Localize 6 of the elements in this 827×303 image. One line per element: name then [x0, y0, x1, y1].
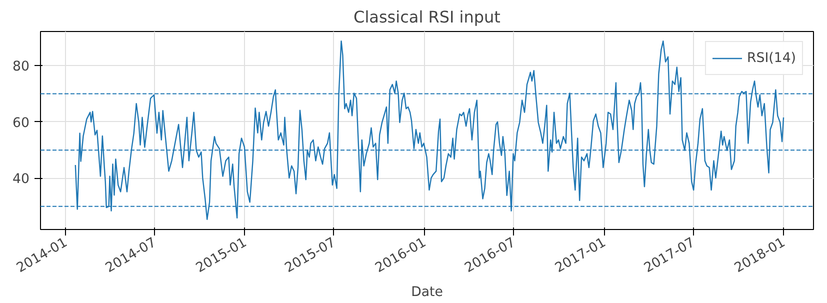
- chart-title: Classical RSI input: [354, 8, 500, 26]
- y-tick-label: 40: [12, 172, 30, 188]
- legend-label: RSI(14): [746, 50, 796, 66]
- y-tick-label: 80: [12, 60, 30, 75]
- x-axis-title: Date: [411, 285, 443, 300]
- y-tick-label: 60: [12, 116, 30, 131]
